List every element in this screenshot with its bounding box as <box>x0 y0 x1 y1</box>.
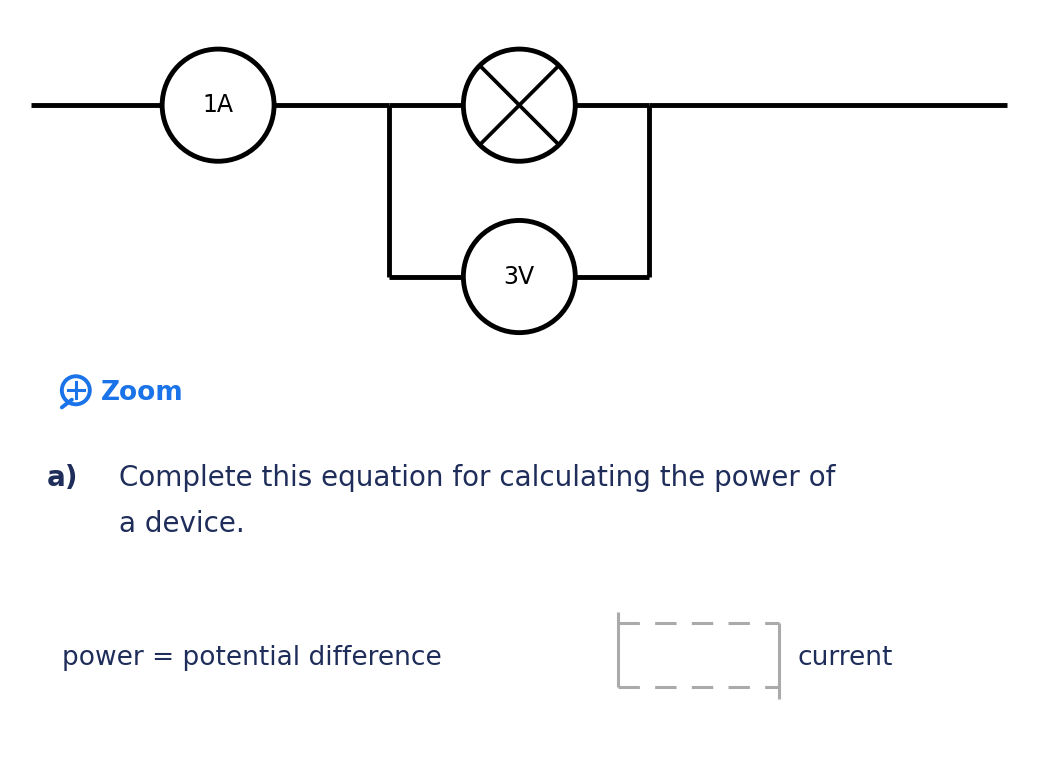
Ellipse shape <box>463 49 576 161</box>
Ellipse shape <box>463 220 576 333</box>
Ellipse shape <box>162 49 274 161</box>
Text: 1A: 1A <box>203 93 233 117</box>
Text: a): a) <box>47 464 78 492</box>
Text: Zoom: Zoom <box>101 379 183 406</box>
Text: current: current <box>797 645 893 671</box>
Text: a device.: a device. <box>120 510 246 538</box>
Text: 3V: 3V <box>504 265 535 288</box>
Text: Complete this equation for calculating the power of: Complete this equation for calculating t… <box>120 464 836 492</box>
Text: power = potential difference: power = potential difference <box>62 645 442 671</box>
